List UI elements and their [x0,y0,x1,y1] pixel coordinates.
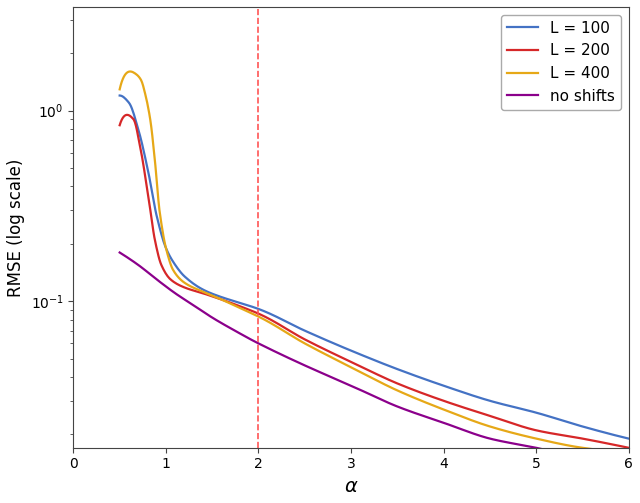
L = 200 [625,445,632,451]
no shifts [625,461,632,467]
L = 100 [625,436,632,442]
L = 100 [360,353,368,359]
Line: L = 200: L = 200 [120,115,628,448]
Line: L = 400: L = 400 [120,71,628,453]
L = 400 [625,450,632,456]
L = 200 [614,443,621,449]
L = 400 [614,449,621,455]
L = 200 [358,364,366,370]
no shifts [612,460,620,466]
L = 200 [534,428,541,434]
L = 400 [116,87,124,93]
Y-axis label: RMSE (log scale): RMSE (log scale) [7,158,25,297]
L = 100 [419,375,426,381]
L = 100 [612,433,620,439]
Line: no shifts: no shifts [120,253,628,464]
L = 400 [420,398,428,404]
L = 200 [116,122,124,128]
no shifts [391,402,399,408]
L = 100 [391,365,399,371]
L = 200 [420,391,428,397]
L = 100 [116,93,124,99]
L = 200 [123,112,131,118]
L = 400 [534,436,541,442]
L = 100 [533,410,541,416]
X-axis label: α: α [344,477,358,496]
no shifts [419,412,426,418]
no shifts [360,389,368,395]
no shifts [358,387,365,393]
L = 400 [392,387,400,393]
L = 400 [358,370,366,376]
L = 400 [362,372,369,378]
L = 100 [358,352,365,358]
no shifts [116,249,124,256]
no shifts [533,445,541,451]
L = 200 [362,366,369,372]
Legend: L = 100, L = 200, L = 400, no shifts: L = 100, L = 200, L = 400, no shifts [501,15,621,110]
Line: L = 100: L = 100 [120,96,628,439]
L = 200 [392,380,400,386]
L = 400 [126,68,134,74]
